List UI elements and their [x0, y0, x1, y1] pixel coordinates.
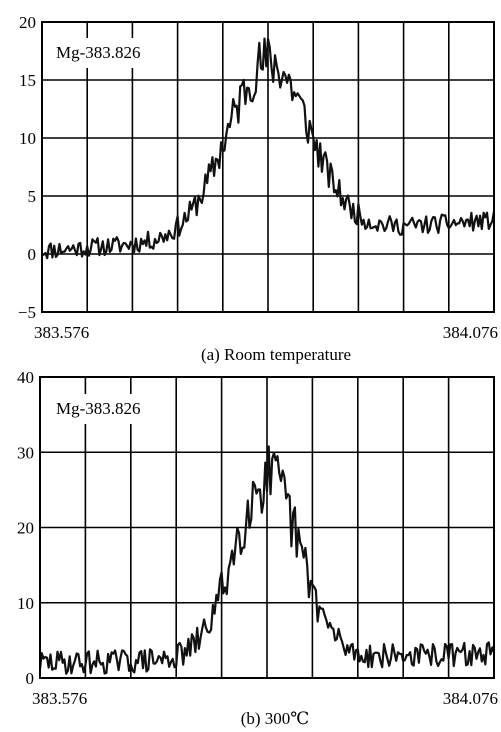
y-tick-label: 40	[17, 368, 34, 387]
y-tick-label: 5	[28, 187, 37, 206]
spectrum-series-line	[38, 445, 496, 675]
plot-frame	[39, 376, 495, 679]
x-tick-label-max: 384.076	[443, 323, 498, 342]
y-tick-labels: 0 10 20 30 40	[17, 368, 34, 688]
chart-panel-room-temperature: −5 0 5 10 15 20 Mg-383.826 383.576 384.076 (a…	[18, 13, 498, 364]
annotation-background	[50, 394, 172, 424]
x-tick-label-max: 384.076	[443, 689, 498, 708]
x-tick-label-min: 383.576	[34, 323, 89, 342]
annotation-background	[50, 38, 172, 68]
y-tick-label: 0	[26, 669, 35, 688]
peak-annotation-label: Mg-383.826	[56, 399, 141, 418]
panel-caption: (a) Room temperature	[201, 345, 351, 364]
peak-annotation-label: Mg-383.826	[56, 43, 141, 62]
y-tick-label: 20	[17, 519, 34, 538]
y-tick-label: 10	[19, 129, 36, 148]
spectrum-series-line	[41, 37, 496, 260]
x-tick-label-min: 383.576	[32, 689, 87, 708]
y-tick-label: 30	[17, 443, 34, 462]
y-tick-labels: −5 0 5 10 15 20	[18, 13, 36, 322]
grid-lines	[42, 22, 494, 312]
plot-frame	[41, 21, 495, 313]
series-group	[38, 445, 496, 675]
y-tick-label: 20	[19, 13, 36, 32]
series-group	[41, 37, 496, 260]
y-tick-label: 10	[17, 594, 34, 613]
grid-lines	[40, 377, 494, 678]
chart-panel-300c: 0 10 20 30 40 Mg-383.826 383.576 384.076 (b)…	[17, 368, 498, 728]
y-tick-label: −5	[18, 303, 36, 322]
y-tick-label: 15	[19, 71, 36, 90]
panel-caption: (b) 300℃	[241, 709, 310, 728]
y-tick-label: 0	[28, 245, 37, 264]
